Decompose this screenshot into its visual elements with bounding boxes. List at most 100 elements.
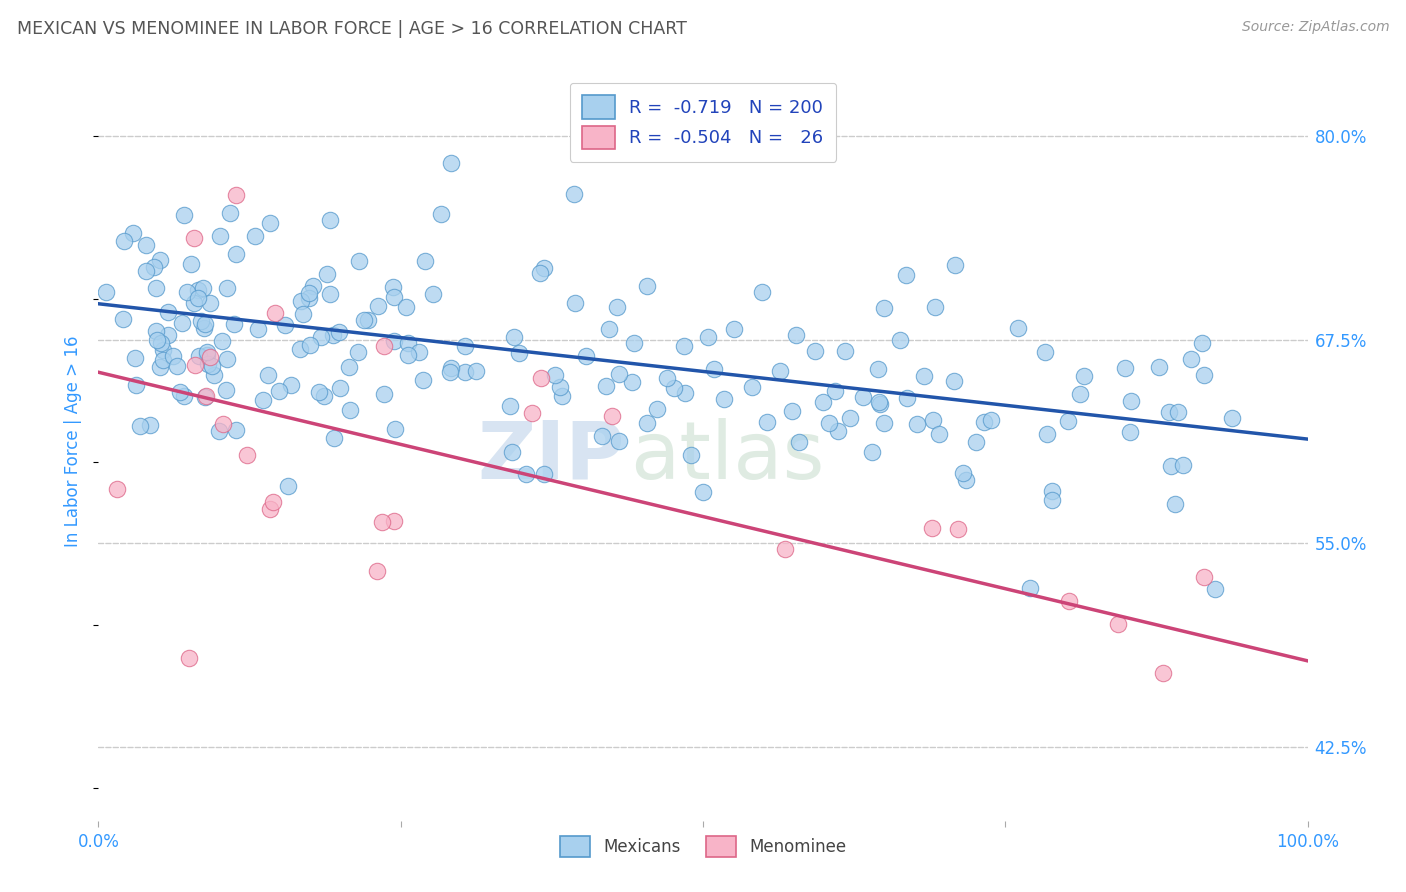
Point bbox=[1157, 405, 1180, 419]
Point bbox=[1036, 426, 1059, 441]
Point bbox=[922, 413, 945, 427]
Point bbox=[818, 417, 841, 431]
Point bbox=[1119, 393, 1142, 408]
Point bbox=[298, 337, 321, 351]
Point bbox=[215, 281, 238, 295]
Point bbox=[259, 216, 281, 230]
Point bbox=[187, 291, 209, 305]
Point bbox=[188, 349, 211, 363]
Point bbox=[811, 394, 834, 409]
Point bbox=[673, 385, 696, 400]
Point bbox=[713, 392, 735, 406]
Point bbox=[952, 467, 974, 481]
Point bbox=[139, 418, 162, 433]
Point bbox=[1191, 335, 1213, 350]
Point bbox=[872, 301, 894, 315]
Point bbox=[367, 299, 389, 313]
Point bbox=[965, 434, 987, 449]
Point bbox=[529, 266, 551, 280]
Point bbox=[946, 522, 969, 536]
Point bbox=[751, 285, 773, 300]
Point bbox=[396, 336, 419, 351]
Point bbox=[1160, 458, 1182, 473]
Point bbox=[645, 401, 668, 416]
Point bbox=[298, 285, 321, 300]
Point bbox=[198, 295, 221, 310]
Point bbox=[146, 333, 169, 347]
Point bbox=[212, 417, 235, 431]
Point bbox=[609, 434, 631, 448]
Point bbox=[302, 278, 325, 293]
Point bbox=[1107, 616, 1129, 631]
Point bbox=[145, 281, 167, 295]
Point bbox=[413, 254, 436, 268]
Point bbox=[339, 403, 361, 417]
Point bbox=[191, 281, 214, 295]
Point bbox=[112, 312, 135, 326]
Y-axis label: In Labor Force | Age > 16: In Labor Force | Age > 16 bbox=[65, 335, 83, 548]
Point bbox=[894, 268, 917, 282]
Point bbox=[980, 413, 1002, 427]
Point bbox=[1152, 665, 1174, 680]
Point bbox=[873, 416, 896, 430]
Point bbox=[366, 564, 388, 578]
Point bbox=[827, 424, 849, 438]
Point bbox=[1057, 414, 1080, 428]
Point bbox=[869, 397, 891, 411]
Point bbox=[548, 380, 571, 394]
Point bbox=[290, 342, 312, 356]
Point bbox=[780, 404, 803, 418]
Point bbox=[551, 389, 574, 403]
Point bbox=[672, 339, 695, 353]
Point bbox=[371, 516, 394, 530]
Point bbox=[943, 259, 966, 273]
Point bbox=[396, 348, 419, 362]
Point bbox=[201, 359, 224, 374]
Point bbox=[177, 650, 200, 665]
Point bbox=[176, 285, 198, 299]
Point bbox=[440, 360, 463, 375]
Point bbox=[595, 378, 617, 392]
Point bbox=[180, 257, 202, 271]
Point bbox=[193, 320, 215, 334]
Point bbox=[197, 357, 219, 371]
Point bbox=[834, 343, 856, 358]
Point bbox=[454, 338, 477, 352]
Point bbox=[508, 346, 530, 360]
Point bbox=[347, 253, 370, 268]
Point bbox=[852, 390, 875, 404]
Point bbox=[564, 296, 586, 310]
Point bbox=[804, 344, 827, 359]
Point bbox=[1192, 570, 1215, 584]
Point bbox=[198, 350, 221, 364]
Point bbox=[194, 390, 217, 404]
Point bbox=[429, 207, 451, 221]
Point bbox=[681, 448, 703, 462]
Point bbox=[225, 423, 247, 437]
Point bbox=[252, 392, 274, 407]
Point bbox=[112, 234, 135, 248]
Point bbox=[382, 290, 405, 304]
Point bbox=[190, 314, 212, 328]
Point bbox=[322, 328, 344, 343]
Point bbox=[1018, 581, 1040, 595]
Point bbox=[264, 306, 287, 320]
Point bbox=[769, 364, 792, 378]
Text: MEXICAN VS MENOMINEE IN LABOR FORCE | AGE > 16 CORRELATION CHART: MEXICAN VS MENOMINEE IN LABOR FORCE | AG… bbox=[17, 20, 686, 37]
Point bbox=[309, 329, 332, 343]
Point bbox=[94, 285, 117, 299]
Point bbox=[162, 349, 184, 363]
Point bbox=[1204, 582, 1226, 596]
Point bbox=[195, 345, 218, 359]
Point bbox=[225, 247, 247, 261]
Point bbox=[262, 495, 284, 509]
Point bbox=[194, 389, 217, 403]
Point bbox=[243, 229, 266, 244]
Point bbox=[328, 325, 350, 339]
Point bbox=[1007, 321, 1029, 335]
Point bbox=[316, 267, 339, 281]
Point bbox=[408, 345, 430, 359]
Point bbox=[195, 348, 218, 362]
Point bbox=[440, 156, 463, 170]
Point bbox=[183, 296, 205, 310]
